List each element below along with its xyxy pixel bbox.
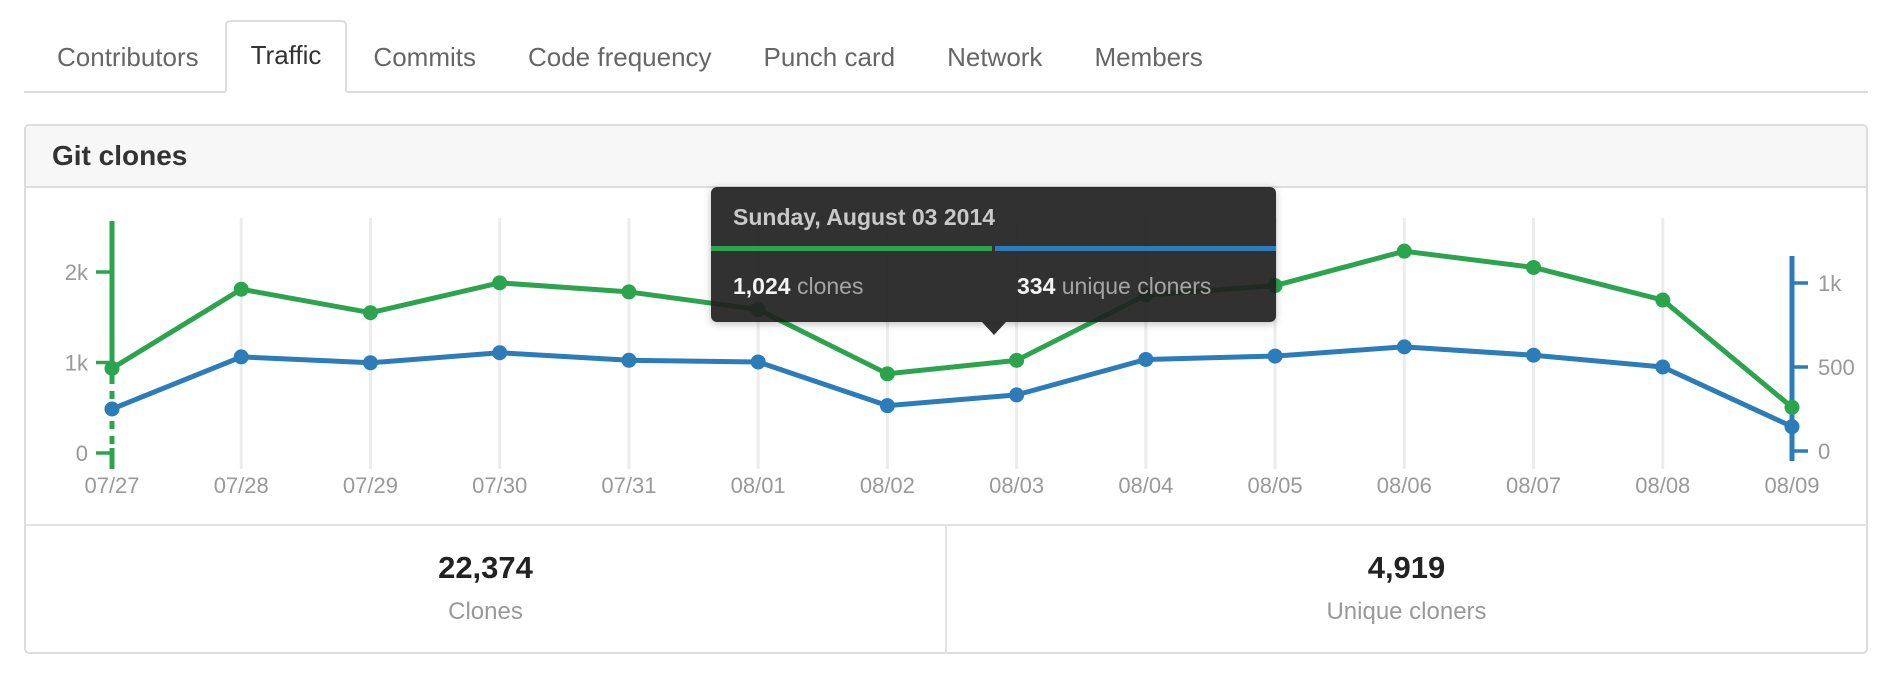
tooltip-uniques-unit: unique cloners (1061, 273, 1212, 300)
x-axis-label: 08/09 (1764, 473, 1819, 498)
panel-header: Git clones (26, 126, 1866, 189)
tooltip-uniques-entry: 334 unique cloners (995, 246, 1276, 322)
unique-cloners-point[interactable] (1009, 387, 1025, 403)
x-axis-label: 08/02 (860, 473, 915, 498)
tab-code-frequency[interactable]: Code frequency (527, 42, 712, 72)
unique-cloners-point[interactable] (233, 349, 249, 365)
clones-point[interactable] (104, 361, 120, 377)
x-axis-label: 07/30 (472, 473, 527, 498)
clones-point[interactable] (1526, 260, 1542, 276)
clones-point[interactable] (1784, 399, 1800, 415)
tab-punch-card[interactable]: Punch card (763, 42, 896, 72)
unique-cloners-point[interactable] (1267, 348, 1283, 364)
unique-cloners-point[interactable] (362, 355, 378, 371)
x-axis-label: 07/27 (84, 473, 139, 498)
unique-cloners-line (109, 344, 1795, 430)
tooltip-arrow (981, 322, 1006, 336)
clones-line (109, 248, 1795, 410)
x-axis-label: 08/01 (731, 473, 786, 498)
tooltip-uniques-value: 334 (1017, 273, 1056, 300)
tooltip-clones-unit: clones (796, 273, 864, 300)
summary-row: 22,374 Clones 4,919 Unique cloners (26, 524, 1866, 653)
tab-commits[interactable]: Commits (373, 42, 476, 72)
x-axis-label: 08/08 (1635, 473, 1690, 498)
repo-graphs-tabnav: Contributors Traffic Commits Code freque… (24, 20, 1868, 94)
clones-total-label: Clones (448, 598, 523, 626)
left-axis-tick-label: 1k (65, 351, 89, 376)
x-axis-label: 07/28 (214, 473, 269, 498)
right-axis-tick-label: 1k (1818, 271, 1842, 296)
tooltip-date: Sunday, August 03 2014 (733, 204, 996, 231)
clones-chart[interactable]: 0 1k 2k 0 500 1k 07/27 07/28 07/29 07/30 07/31 08/0… (26, 187, 1866, 524)
unique-cloners-point[interactable] (879, 398, 895, 414)
x-axis-label: 08/05 (1248, 473, 1303, 498)
page: Contributors Traffic Commits Code freque… (0, 20, 1892, 655)
clones-point[interactable] (879, 366, 895, 382)
left-axis-tick-label: 2k (65, 260, 89, 285)
clones-point[interactable] (621, 284, 637, 300)
unique-cloners-point[interactable] (750, 354, 766, 370)
unique-cloners-point[interactable] (621, 352, 637, 368)
tab-contributors[interactable]: Contributors (57, 42, 199, 72)
clones-point[interactable] (233, 281, 249, 297)
clones-total-cell: 22,374 Clones (26, 526, 945, 652)
tab-traffic[interactable]: Traffic (224, 20, 348, 94)
right-axis-tick-label: 0 (1818, 439, 1830, 464)
right-axis-tick-label: 500 (1818, 355, 1855, 380)
clones-point[interactable] (492, 275, 508, 291)
clones-point[interactable] (362, 305, 378, 321)
unique-cloners-point[interactable] (104, 401, 120, 417)
tooltip-clones-value: 1,024 (733, 273, 791, 300)
unique-cloners-point[interactable] (492, 345, 508, 361)
clones-total-value: 22,374 (438, 550, 533, 586)
x-axis-label: 07/31 (601, 473, 656, 498)
unique-cloners-total-cell: 4,919 Unique cloners (945, 526, 1866, 653)
unique-cloners-point[interactable] (1396, 339, 1412, 355)
panel-title: Git clones (52, 140, 188, 172)
tooltip-clones-entry: 1,024 clones (711, 246, 992, 322)
git-clones-panel: Git clones 0 1k 2k 0 500 1k 07/27 07/28 07/29 07/… (24, 124, 1868, 655)
unique-cloners-point[interactable] (1138, 352, 1154, 368)
x-axis-label: 08/04 (1118, 473, 1173, 498)
tab-members[interactable]: Members (1094, 42, 1203, 72)
unique-cloners-total-label: Unique cloners (1326, 598, 1487, 626)
x-axis-label: 08/06 (1377, 473, 1432, 498)
x-axis-label: 08/07 (1506, 473, 1561, 498)
clones-point[interactable] (1396, 243, 1412, 259)
unique-cloners-point[interactable] (1784, 419, 1800, 435)
x-axis-label: 07/29 (343, 473, 398, 498)
unique-cloners-point[interactable] (1526, 347, 1542, 363)
clones-point[interactable] (1009, 353, 1025, 369)
x-axis-label: 08/03 (989, 473, 1044, 498)
tab-network[interactable]: Network (947, 42, 1043, 72)
chart-tooltip: Sunday, August 03 2014 1,024 clones 334 … (711, 187, 1276, 336)
unique-cloners-total-value: 4,919 (1367, 550, 1446, 586)
clones-point[interactable] (1655, 292, 1671, 308)
unique-cloners-point[interactable] (1655, 359, 1671, 375)
left-axis-tick-label: 0 (76, 441, 88, 466)
